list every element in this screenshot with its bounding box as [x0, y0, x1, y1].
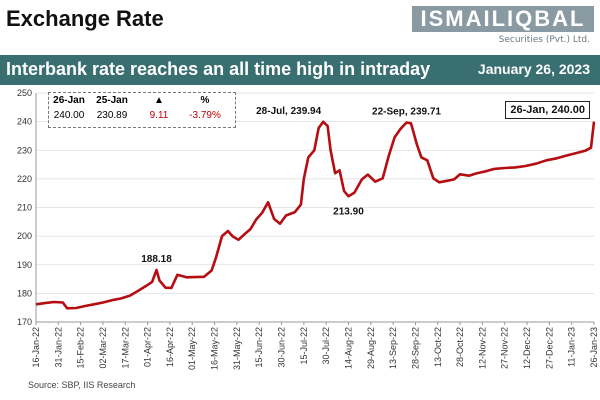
x-tick-label: 13-Oct-22 [433, 327, 443, 367]
source-note: Source: SBP, IIS Research [28, 380, 136, 390]
x-tick-label: 14-Aug-22 [343, 327, 353, 369]
summary-header-previous: 25-Jan [96, 95, 128, 106]
x-tick-label: 16-Apr-22 [165, 327, 175, 367]
data-annotation: 28-Jul, 239.94 [256, 106, 321, 117]
logo-wordmark: ISMAILIQBAL [412, 6, 594, 32]
summary-header-percent: % [200, 95, 210, 106]
exchange-rate-chart: 170 180 190 200 210 220 230 240 250 16-Jan-22 31-J… [17, 88, 599, 370]
headline-banner: Interbank rate reaches an all time high … [0, 55, 600, 85]
y-tick-label: 220 [17, 174, 32, 184]
x-tick-label: 16-Jan-22 [31, 327, 41, 368]
exchange-rate-line [35, 120, 596, 310]
x-tick-label: 15-Feb-22 [76, 327, 86, 369]
x-tick-label: 31-Jan-22 [53, 327, 63, 368]
summary-header-current: 26-Jan [53, 95, 85, 106]
summary-value-previous: 230.89 [96, 110, 128, 121]
headline-text: Interbank rate reaches an all time high … [6, 59, 431, 79]
rate-summary-box: 26-Jan 25-Jan ▲ % 240.00 230.89 9.11 -3.… [48, 92, 236, 128]
summary-value-row: 240.00 230.89 9.11 -3.79% [49, 108, 235, 123]
up-triangle-icon: ▲ [154, 95, 164, 106]
x-tick-label: 27-Dec-22 [544, 327, 554, 369]
chart-title: Exchange Rate [6, 6, 164, 31]
data-annotation: 22-Sep, 239.71 [372, 106, 441, 117]
x-tick-label: 12-Nov-22 [477, 327, 487, 369]
y-tick-label: 190 [17, 260, 32, 270]
x-tick-label: 29-Aug-22 [366, 327, 376, 369]
x-tick-label: 01-Apr-22 [143, 327, 153, 367]
x-tick-label: 16-May-22 [210, 327, 220, 370]
x-tick-label: 15-Jul-22 [299, 327, 309, 365]
summary-header-row: 26-Jan 25-Jan ▲ % [49, 93, 235, 108]
data-annotation: 213.90 [333, 206, 364, 217]
y-tick-label: 230 [17, 145, 32, 155]
headline-date: January 26, 2023 [477, 61, 590, 77]
summary-value-change: 9.11 [149, 110, 169, 121]
x-tick-label: 30-Jun-22 [277, 327, 287, 368]
x-tick-label: 28-Oct-22 [455, 327, 465, 367]
x-tick-label: 26-Jan-23 [589, 327, 599, 368]
x-tick-label: 01-May-22 [187, 327, 197, 370]
x-tick-label: 28-Sep-22 [410, 327, 420, 369]
y-tick-label: 200 [17, 231, 32, 241]
x-tick-label: 12-Dec-22 [522, 327, 532, 369]
y-tick-label: 240 [17, 117, 32, 127]
x-tick-label: 11-Jan-23 [567, 327, 577, 367]
x-tick-label: 30-Jul-22 [321, 327, 331, 365]
company-logo: ISMAILIQBAL Securities (Pvt.) Ltd. [412, 6, 594, 50]
x-tick-label: 13-Sep-22 [388, 327, 398, 369]
y-tick-label: 210 [17, 203, 32, 213]
data-annotation: 188.18 [141, 254, 172, 265]
x-tick-label: 15-Jun-22 [254, 327, 264, 368]
y-tick-label: 250 [17, 88, 32, 98]
logo-subtitle: Securities (Pvt.) Ltd. [498, 35, 590, 45]
x-tick-label: 17-Mar-22 [120, 327, 130, 369]
x-tick-label: 31-May-22 [232, 327, 242, 370]
x-tick-label: 02-Mar-22 [98, 327, 108, 369]
y-tick-label: 180 [17, 288, 32, 298]
latest-value-label: 26-Jan, 240.00 [505, 101, 590, 119]
x-tick-label: 27-Nov-22 [500, 327, 510, 369]
summary-value-current: 240.00 [53, 110, 85, 121]
y-tick-label: 170 [17, 317, 32, 327]
summary-value-percent: -3.79% [189, 110, 221, 121]
